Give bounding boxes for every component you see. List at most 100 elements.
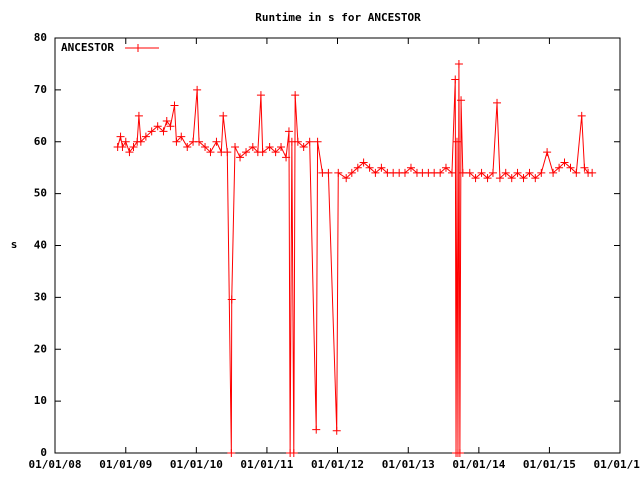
- point-marker: [291, 91, 300, 100]
- point-marker: [162, 117, 171, 125]
- point-marker: [549, 168, 558, 177]
- point-marker: [537, 168, 546, 177]
- point-marker: [477, 168, 486, 177]
- y-tick-label: 50: [34, 187, 47, 200]
- point-marker: [377, 163, 386, 172]
- x-tick-label: 01/01/10: [170, 458, 223, 471]
- point-marker: [495, 174, 504, 183]
- point-marker: [289, 449, 298, 457]
- y-tick-label: 70: [34, 83, 47, 96]
- point-marker: [371, 168, 380, 177]
- point-marker: [447, 168, 456, 177]
- point-marker: [365, 163, 374, 172]
- point-marker: [248, 142, 257, 151]
- point-marker: [577, 111, 586, 120]
- point-marker: [172, 137, 181, 146]
- y-tick-label: 0: [40, 446, 47, 459]
- point-marker: [201, 142, 210, 151]
- point-marker: [183, 142, 192, 151]
- y-tick-label: 20: [34, 342, 47, 355]
- x-tick-label: 01/01/13: [382, 458, 435, 471]
- x-tick-label: 01/01/14: [452, 458, 505, 471]
- point-marker: [458, 168, 467, 177]
- point-marker: [483, 174, 492, 183]
- point-marker: [153, 122, 162, 131]
- point-marker: [531, 174, 540, 183]
- point-marker: [406, 163, 415, 172]
- chart-title: Runtime in s for ANCESTOR: [255, 11, 421, 24]
- point-marker: [519, 174, 528, 183]
- point-marker: [455, 449, 464, 457]
- point-marker: [465, 168, 474, 177]
- point-marker: [305, 137, 314, 146]
- point-marker: [195, 137, 204, 146]
- point-marker: [299, 142, 308, 151]
- point-marker: [236, 153, 245, 162]
- point-marker: [488, 168, 497, 177]
- point-marker: [451, 75, 460, 84]
- point-marker: [353, 163, 362, 172]
- point-marker: [312, 425, 321, 434]
- point-marker: [147, 127, 156, 136]
- point-marker: [277, 142, 286, 151]
- point-marker: [159, 127, 168, 136]
- point-marker: [313, 137, 322, 146]
- point-marker: [580, 163, 589, 172]
- point-marker: [457, 96, 466, 105]
- point-marker: [170, 101, 179, 110]
- y-axis-label: s: [11, 238, 18, 251]
- legend-sample: [125, 44, 159, 52]
- point-marker: [334, 168, 343, 177]
- point-marker: [501, 168, 510, 177]
- y-tick-label: 80: [34, 31, 47, 44]
- point-marker: [116, 132, 125, 141]
- x-tick-label: 01/01/12: [311, 458, 364, 471]
- point-marker: [125, 148, 134, 157]
- series-line: [117, 63, 593, 454]
- point-marker: [282, 153, 291, 162]
- y-tick-label: 10: [34, 394, 47, 407]
- point-marker: [454, 59, 463, 68]
- point-marker: [566, 163, 575, 172]
- point-marker: [121, 137, 130, 146]
- point-marker: [332, 426, 341, 435]
- point-marker: [141, 132, 150, 141]
- point-marker: [223, 148, 232, 157]
- point-marker: [227, 449, 236, 457]
- point-marker: [560, 158, 569, 167]
- point-marker: [572, 168, 581, 177]
- point-marker: [129, 142, 138, 151]
- x-tick-label: 01/01/15: [523, 458, 576, 471]
- point-marker: [471, 174, 480, 183]
- point-marker: [136, 137, 145, 146]
- point-marker: [193, 85, 202, 94]
- point-marker: [342, 174, 351, 183]
- x-tick-label: 01/01/09: [99, 458, 152, 471]
- point-marker: [258, 148, 267, 157]
- point-marker: [555, 163, 564, 172]
- y-tick-label: 30: [34, 290, 47, 303]
- point-marker: [206, 148, 215, 157]
- point-marker: [513, 168, 522, 177]
- point-marker: [441, 163, 450, 172]
- point-marker: [324, 168, 333, 177]
- point-marker: [219, 111, 228, 120]
- point-marker: [507, 174, 516, 183]
- point-marker: [177, 132, 186, 141]
- point-marker: [284, 127, 293, 136]
- x-tick-label: 01/01/11: [240, 458, 293, 471]
- point-marker: [256, 91, 265, 100]
- point-marker: [588, 168, 597, 177]
- x-tick-label: 01/01/16: [594, 458, 640, 471]
- point-marker: [359, 158, 368, 167]
- point-marker: [347, 168, 356, 177]
- point-marker: [452, 137, 461, 146]
- point-marker: [166, 122, 175, 131]
- x-tick-label: 01/01/08: [29, 458, 82, 471]
- point-marker: [242, 148, 251, 157]
- y-tick-label: 40: [34, 239, 47, 252]
- point-marker: [436, 168, 445, 177]
- point-marker: [271, 148, 280, 157]
- point-marker: [227, 295, 236, 304]
- legend-label: ANCESTOR: [61, 41, 114, 54]
